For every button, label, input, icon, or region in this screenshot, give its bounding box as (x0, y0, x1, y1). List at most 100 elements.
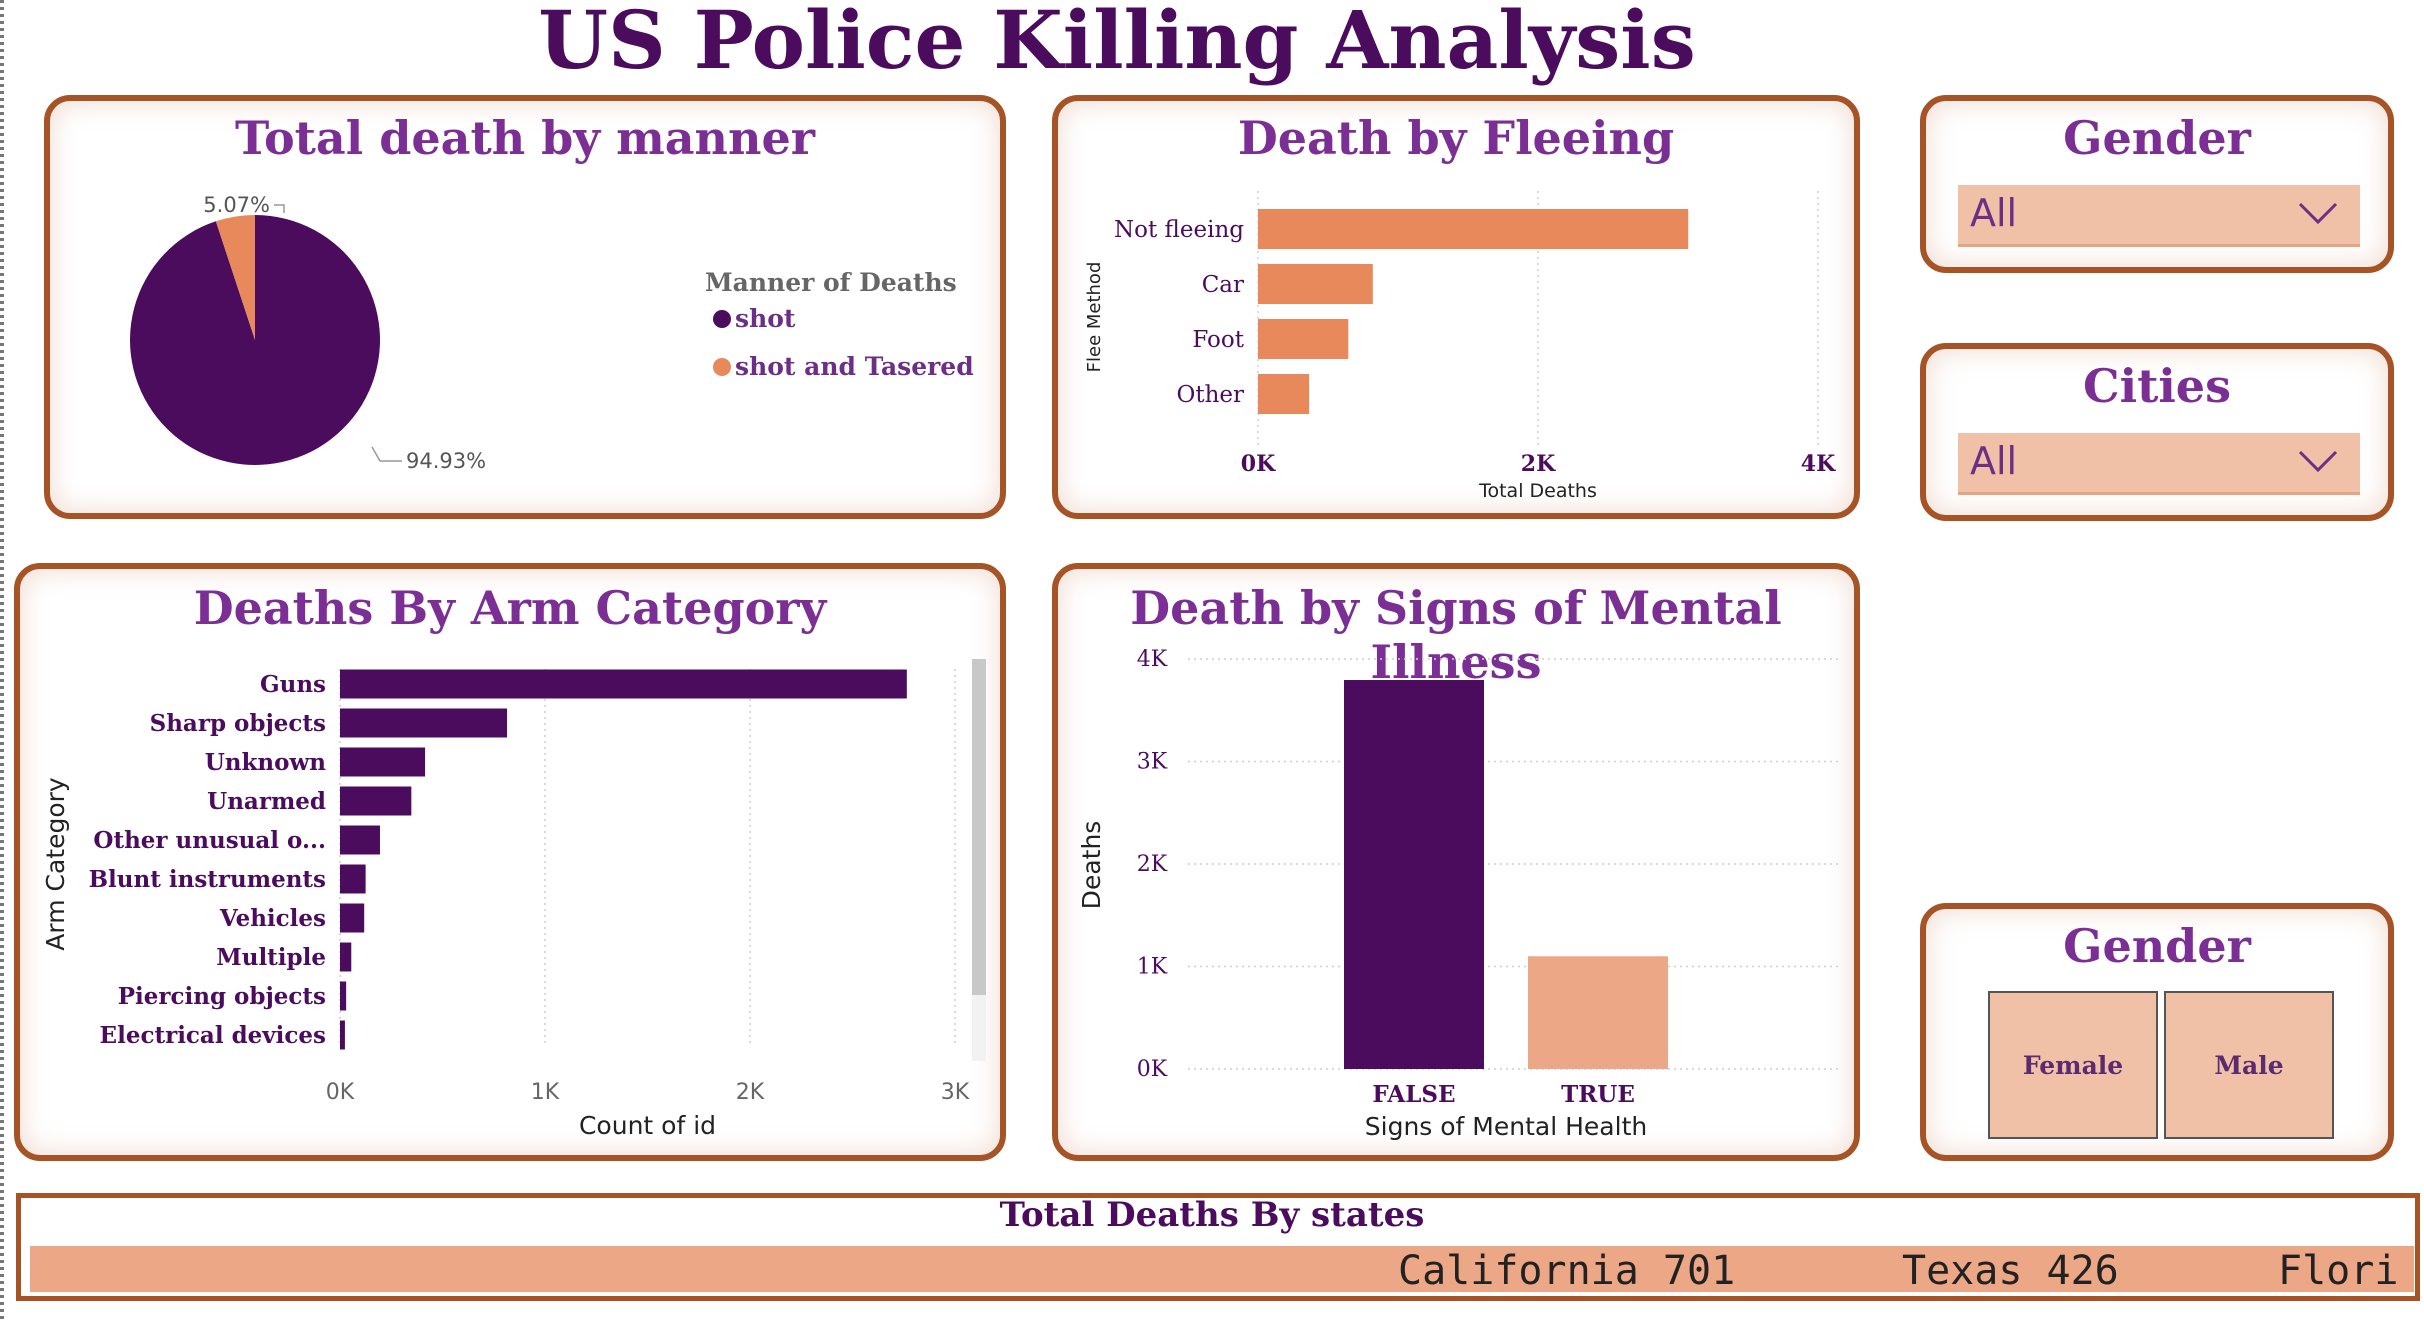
y-axis-label: Arm Category (41, 777, 70, 951)
x-tick-label: 4K (1801, 451, 1836, 477)
x-tick-label: 2K (1521, 451, 1556, 477)
gender-tile-female[interactable]: Female (1988, 991, 2158, 1139)
x-axis-label: Signs of Mental Health (1365, 1112, 1647, 1141)
x-tick-label: 0K (326, 1080, 355, 1105)
gender-dropdown[interactable]: All (1958, 185, 2360, 247)
fleeing-card: Death by Fleeing 0K 2K 4K Not fleeing Car Foo… (1052, 95, 1860, 519)
arms-bar-chart: 0K 1K 2K 3K Guns Sharp objects Unknown Unarmed O… (41, 659, 986, 1140)
arms-chart-title: Deaths By Arm Category (193, 581, 827, 635)
pie-slice-1[interactable] (215, 215, 255, 340)
ticker-item-california: California 701 (1398, 1248, 1735, 1292)
gender-dropdown-title: Gender (2063, 111, 2251, 165)
category-label: Vehicles (219, 905, 326, 932)
gender-tiles-title: Gender (2063, 919, 2251, 973)
bar-vehicles[interactable] (340, 903, 365, 933)
bar-piercing-objects[interactable] (340, 981, 347, 1011)
fleeing-chart-title: Death by Fleeing (1237, 111, 1675, 165)
bar-other[interactable] (1258, 374, 1310, 414)
x-axis-label: Count of id (579, 1111, 716, 1140)
arms-card: Deaths By Arm Category 0K 1K 2K 3K Guns Sharp… (14, 563, 1006, 1161)
legend-marker-0 (713, 310, 731, 328)
manner-chart-title: Total death by manner (235, 111, 815, 165)
y-axis-label: Flee Method (1084, 262, 1105, 373)
legend-item-1[interactable]: shot and Tasered (735, 352, 974, 381)
bar-true[interactable] (1528, 956, 1668, 1069)
legend-title: Manner of Deaths (705, 268, 957, 297)
pie-label-shot: 94.93% (406, 449, 486, 473)
manner-pie-chart: 94.93% 5.07% Manner of Deaths shot shot and … (130, 193, 974, 473)
ticker-state: Flori (2278, 1248, 2399, 1292)
ticker-state: Texas (1902, 1248, 2023, 1292)
legend-item-0[interactable]: shot (735, 304, 796, 333)
y-tick-label: 1K (1137, 955, 1168, 980)
page-title: US Police Killing Analysis (538, 0, 1696, 87)
bar-other-unusual-o-[interactable] (340, 825, 380, 855)
mental-card: Death by Signs of Mental Illness 0K 1K 2K 3… (1052, 563, 1860, 1161)
category-label: Not fleeing (1114, 217, 1244, 243)
category-label: Car (1202, 272, 1244, 298)
bar-sharp-objects[interactable] (340, 708, 508, 738)
gender-tiles-card: Gender Female Male (1920, 903, 2394, 1161)
mental-chart-title: Death by Signs of Mental Illness (1130, 581, 1782, 689)
y-tick-label: 0K (1137, 1057, 1168, 1082)
x-tick-label: 3K (941, 1080, 970, 1105)
y-tick-label: 2K (1137, 852, 1168, 877)
ticker-item-florida: Flori (2278, 1248, 2398, 1292)
states-ticker-title: Total Deaths By states (999, 1195, 1425, 1235)
pie-slice-0[interactable] (130, 215, 381, 465)
legend-marker-1 (713, 358, 731, 376)
bar-guns[interactable] (340, 669, 907, 699)
cities-dropdown-title: Cities (2083, 359, 2231, 413)
ticker-value: 701 (1662, 1248, 1736, 1292)
pie-label-tasered: 5.07% (203, 193, 270, 217)
cities-dropdown-value: All (1970, 439, 2018, 483)
bar-not-fleeing[interactable] (1258, 209, 1689, 249)
gender-dropdown-card: Gender All (1920, 95, 2394, 273)
category-label: Sharp objects (150, 710, 326, 737)
category-label: Unarmed (207, 788, 326, 815)
cities-dropdown-card: Cities All (1920, 343, 2394, 521)
pie-leader-line (274, 204, 285, 213)
bar-unarmed[interactable] (340, 786, 412, 816)
x-tick-label: 1K (531, 1080, 560, 1105)
bar-electrical-devices[interactable] (340, 1020, 345, 1050)
category-label: TRUE (1561, 1081, 1635, 1108)
gender-tile-male[interactable]: Male (2164, 991, 2334, 1139)
pie-leader-line (371, 446, 402, 462)
bar-unknown[interactable] (340, 747, 426, 777)
ticker-value: 426 (2046, 1248, 2119, 1292)
chevron-down-icon (2298, 202, 2338, 225)
category-label: Piercing objects (118, 983, 326, 1010)
x-tick-label: 2K (736, 1080, 765, 1105)
chevron-down-icon (2298, 450, 2338, 473)
cities-dropdown[interactable]: All (1958, 433, 2360, 495)
ticker-state: California (1398, 1248, 1639, 1292)
category-label: Other (1176, 382, 1244, 408)
y-tick-label: 3K (1137, 750, 1168, 775)
mental-bar-chart: 0K 1K 2K 3K 4K FALSE TRUE Signs of Mental Healt… (1077, 647, 1838, 1141)
y-tick-label: 4K (1137, 647, 1168, 672)
category-label: Electrical devices (100, 1022, 326, 1049)
bar-false[interactable] (1344, 680, 1484, 1069)
x-tick-label: 0K (1241, 451, 1276, 477)
bar-foot[interactable] (1258, 319, 1349, 359)
category-label: Guns (260, 671, 326, 698)
ticker-item-texas: Texas 426 (1902, 1248, 2119, 1292)
category-label: FALSE (1372, 1081, 1455, 1108)
fleeing-bar-chart: 0K 2K 4K Not fleeing Car Foot Other Total Death… (1084, 191, 1836, 502)
category-label: Other unusual o... (93, 827, 326, 854)
gender-dropdown-value: All (1970, 191, 2018, 235)
bar-blunt-instruments[interactable] (340, 864, 366, 894)
page-edge-dots (0, 0, 4, 1323)
scrollbar-thumb[interactable] (972, 659, 986, 995)
x-axis-label: Total Deaths (1478, 480, 1597, 502)
category-label: Foot (1192, 327, 1244, 353)
y-axis-label: Deaths (1077, 821, 1106, 910)
manner-card: Total death by manner 94.93% 5.07% Manner … (44, 95, 1006, 519)
bar-multiple[interactable] (340, 942, 352, 972)
bar-car[interactable] (1258, 264, 1373, 304)
category-label: Multiple (216, 944, 326, 971)
category-label: Blunt instruments (89, 866, 326, 893)
category-label: Unknown (205, 749, 327, 776)
states-ticker: California 701 Texas 426 Flori (30, 1246, 2414, 1292)
